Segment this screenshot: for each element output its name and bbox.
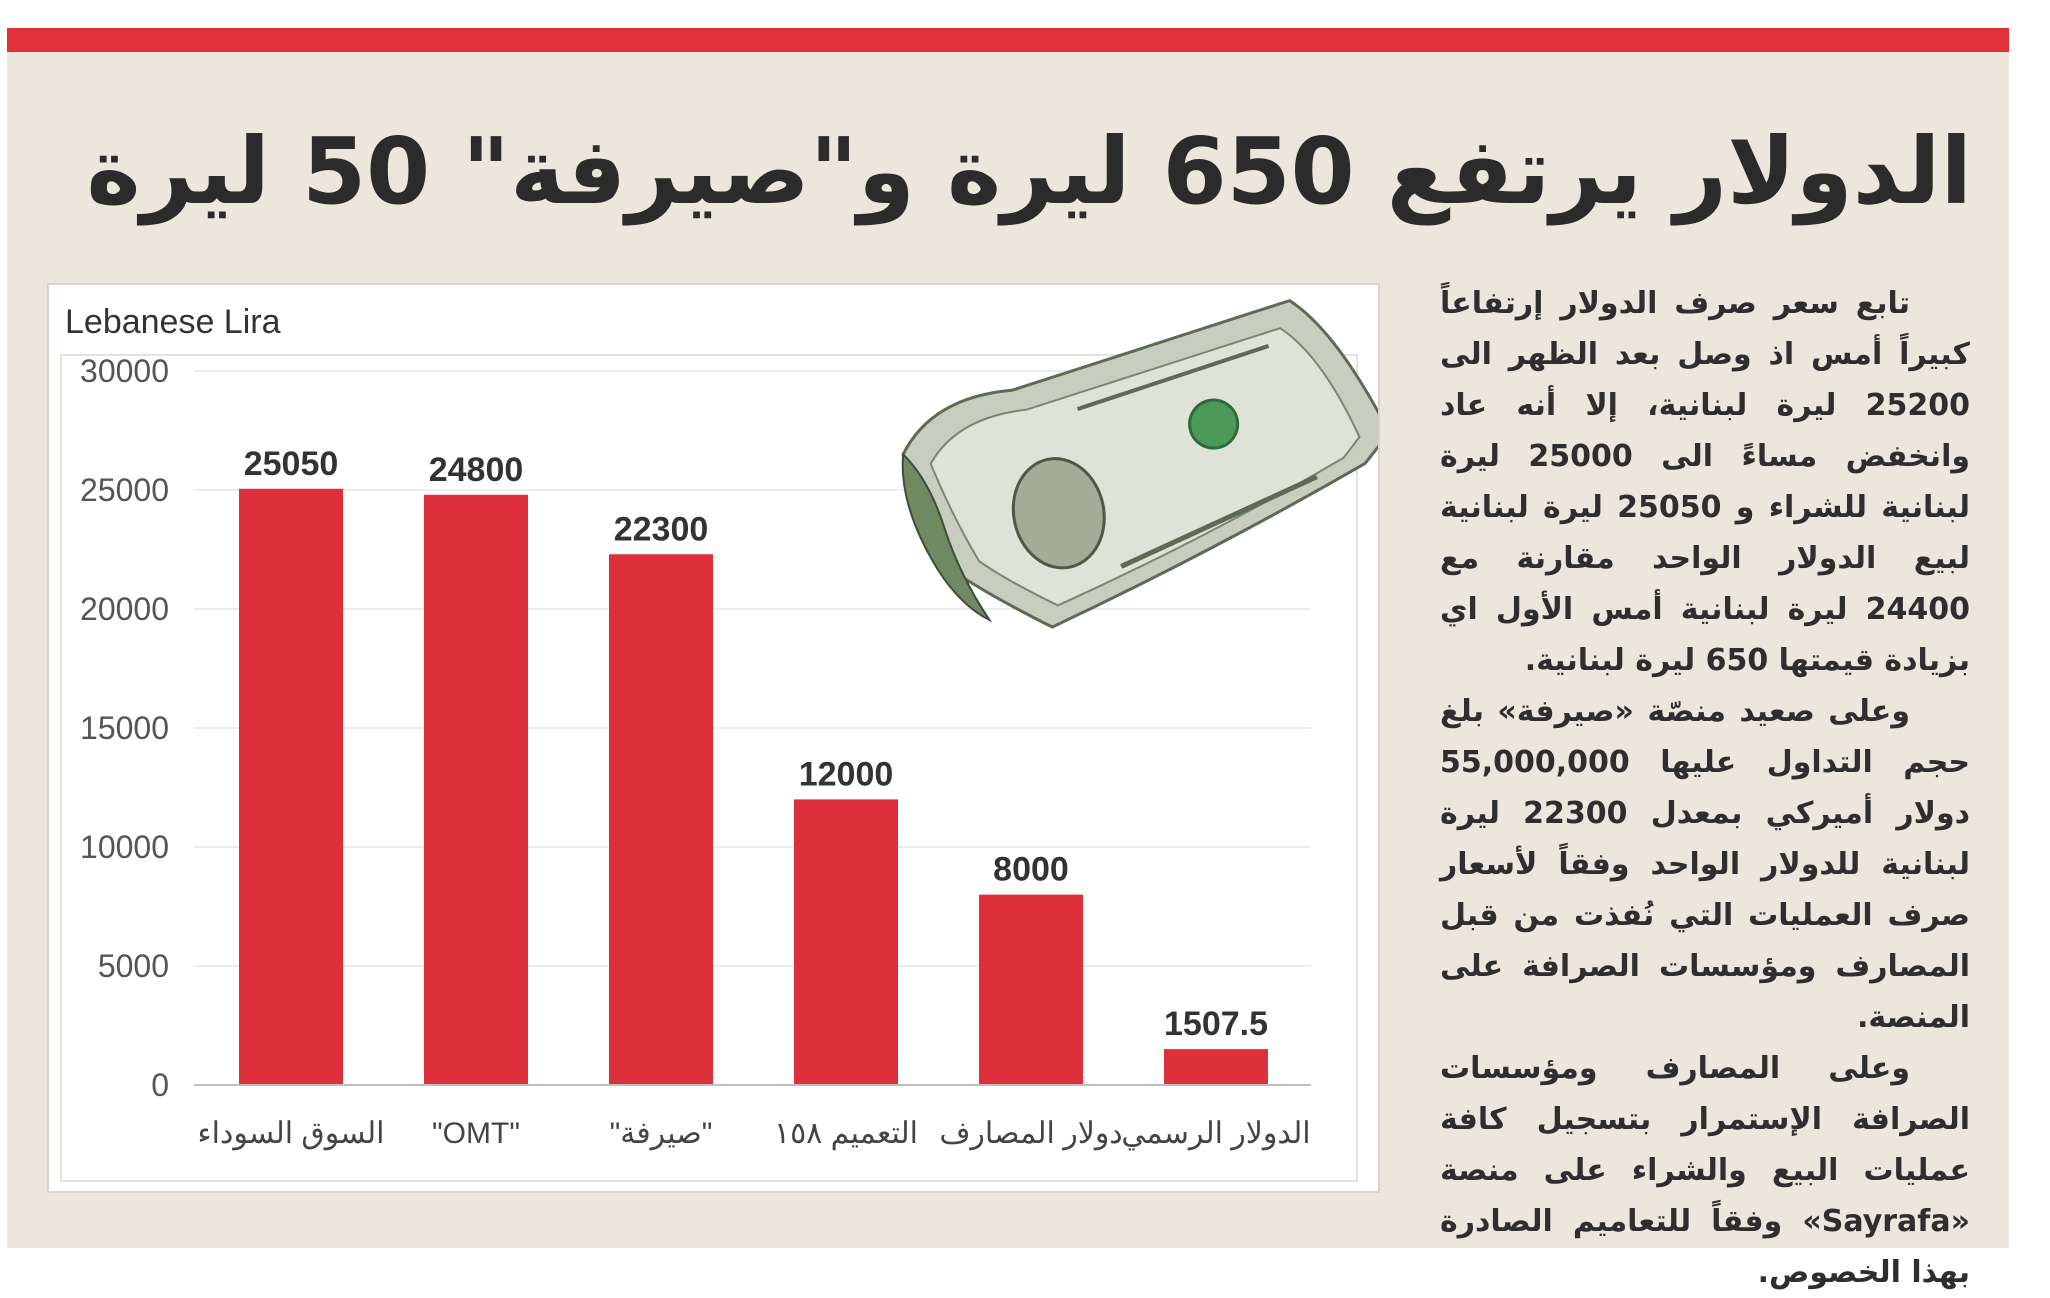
bar <box>609 554 713 1085</box>
category-labels: السوق السوداء "OMT" "صيرفة" التعميم ١٥٨ دولا… <box>198 1117 1311 1151</box>
y-tick-label: 5000 <box>98 948 169 984</box>
bar-value-label: 24800 <box>429 451 524 489</box>
bar <box>239 488 343 1085</box>
bar-value-label: 22300 <box>614 510 709 548</box>
article-body: تابع سعر صرف الدولار إرتفاعاً كبيراً أمس… <box>1440 278 1970 1298</box>
category-label: التعميم ١٥٨ <box>774 1117 918 1151</box>
portrait-oval <box>1011 457 1106 570</box>
y-tick-labels: 0 5000 10000 15000 20000 25000 30000 <box>80 353 169 1103</box>
bar <box>1164 1049 1268 1085</box>
article-paragraph-3: وعلى المصارف ومؤسسات الصرافة الإستمرار ب… <box>1440 1051 1970 1290</box>
y-axis-label: Lebanese Lira <box>65 303 281 341</box>
y-tick-label: 30000 <box>80 353 169 389</box>
bar-chart: Lebanese Lira 0 5000 10000 15000 20000 25000 3… <box>60 298 1392 1182</box>
bar <box>424 494 528 1085</box>
bar-value-label: 25050 <box>244 445 339 483</box>
headline: الدولار يرتفع 650 ليرة و"صيرفة" 50 ليرة <box>86 118 1972 225</box>
category-label: دولار المصارف <box>939 1117 1122 1151</box>
y-tick-label: 25000 <box>80 472 169 508</box>
y-tick-label: 20000 <box>80 591 169 627</box>
top-accent-bar <box>7 28 2009 52</box>
chart-container: Lebanese Lira 0 5000 10000 15000 20000 25000 3… <box>47 283 1392 1193</box>
bars <box>239 488 1268 1085</box>
bar-value-label: 12000 <box>799 755 894 793</box>
y-tick-label: 0 <box>151 1067 169 1103</box>
treasury-seal <box>1188 398 1240 450</box>
bar-value-label: 1507.5 <box>1164 1005 1268 1043</box>
category-label: "OMT" <box>432 1117 520 1150</box>
article-paragraph-1: تابع سعر صرف الدولار إرتفاعاً كبيراً أمس… <box>1440 286 1971 678</box>
bar-value-label: 8000 <box>993 851 1069 889</box>
category-label: السوق السوداء <box>198 1117 385 1151</box>
bar <box>794 799 898 1085</box>
dollar-bill-image <box>901 298 1392 629</box>
data-labels: 25050 24800 22300 12000 8000 1507.5 <box>244 445 1268 1043</box>
category-label: الدولار الرسمي <box>1121 1117 1310 1151</box>
y-tick-label: 10000 <box>80 829 169 865</box>
bar <box>979 894 1083 1085</box>
y-tick-label: 15000 <box>80 710 169 746</box>
article-paragraph-2: وعلى صعيد منصّة «صيرفة» بلغ حجم التداول … <box>1440 694 1971 1035</box>
category-label: "صيرفة" <box>610 1117 713 1151</box>
